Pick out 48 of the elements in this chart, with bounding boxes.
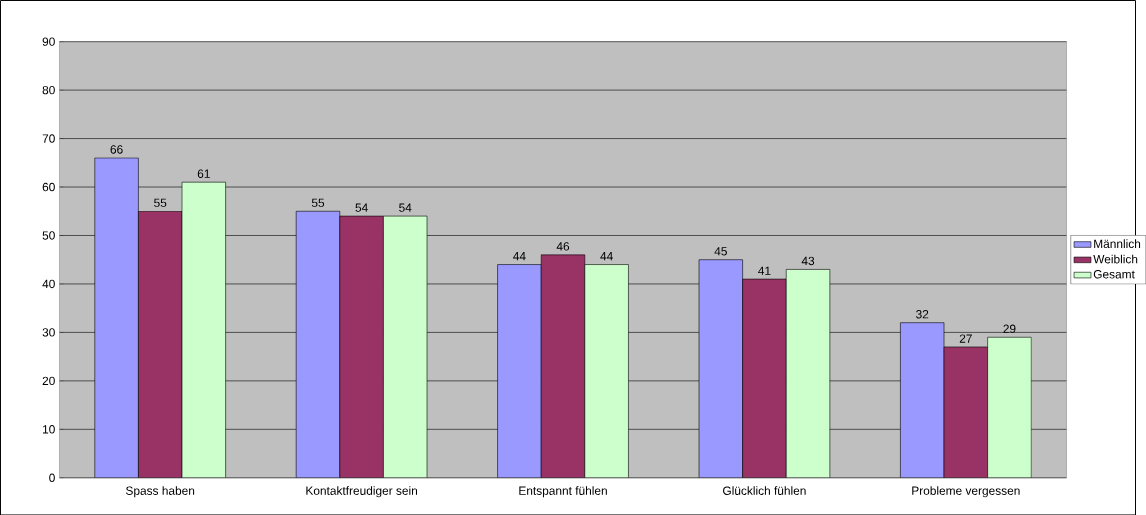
y-tick-label: 60 — [42, 182, 55, 192]
x-tick-label: Glücklich fühlen — [723, 485, 806, 495]
y-tick-label: 20 — [42, 376, 55, 385]
legend-label: Männlich — [1094, 239, 1141, 248]
data-label: 61 — [197, 169, 210, 178]
y-tick-label: 50 — [42, 231, 55, 240]
x-tick-label: Entspannt fühlen — [519, 485, 607, 498]
data-label: 44 — [513, 251, 526, 261]
data-label: 27 — [959, 334, 972, 343]
bar — [698, 259, 743, 478]
bar — [943, 346, 988, 478]
bar — [785, 268, 831, 478]
data-label: 55 — [311, 198, 325, 207]
bar — [138, 210, 183, 478]
data-label: 29 — [1003, 324, 1016, 333]
y-tick-label: 30 — [42, 327, 55, 337]
x-tick-label: Kontaktfreudiger sein — [306, 485, 418, 498]
data-label: 54 — [399, 203, 412, 212]
bar — [181, 181, 226, 478]
data-label: 54 — [355, 203, 368, 212]
data-label: 45 — [714, 246, 727, 256]
x-tick-label: Spass haben — [126, 485, 195, 498]
bar — [94, 157, 139, 478]
data-label: 41 — [758, 266, 771, 275]
bar — [987, 336, 1032, 478]
bar — [742, 278, 787, 478]
y-tick-label: 70 — [42, 134, 55, 143]
data-label: 55 — [154, 198, 167, 207]
bar — [540, 254, 586, 478]
bar — [497, 264, 542, 478]
y-tick-label: 40 — [42, 279, 55, 288]
bar — [383, 215, 428, 478]
y-tick-label: 10 — [43, 424, 55, 434]
y-tick-label: 90 — [42, 37, 55, 46]
legend-label: Gesamt — [1093, 269, 1135, 279]
data-label: 66 — [110, 145, 123, 154]
data-label: 43 — [801, 256, 815, 265]
y-tick-label: 80 — [42, 85, 55, 95]
bar — [295, 210, 341, 478]
x-tick-label: Probleme vergessen — [912, 485, 1020, 498]
legend-label: Weiblich — [1093, 254, 1138, 264]
bar — [584, 264, 629, 478]
bar — [900, 322, 945, 478]
data-label: 46 — [556, 241, 570, 251]
y-tick-label: 0 — [49, 473, 55, 482]
data-label: 32 — [916, 309, 929, 319]
data-label: 44 — [600, 251, 613, 261]
bar — [339, 215, 384, 478]
